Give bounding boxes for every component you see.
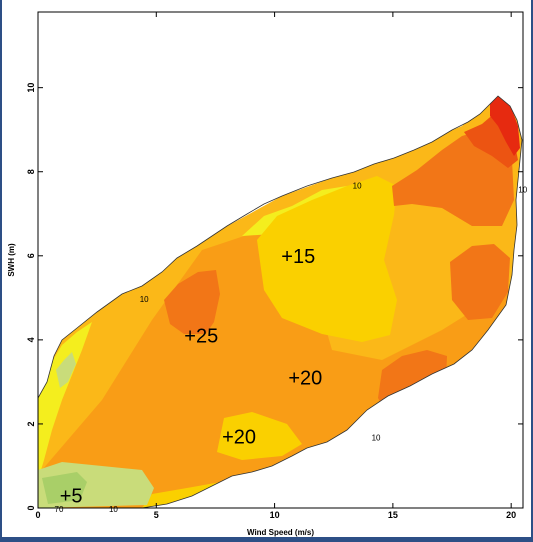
y-tick-label: 2 bbox=[26, 421, 36, 426]
heatmap-region-gold bbox=[217, 412, 302, 460]
heatmap-region-pale_green bbox=[56, 352, 76, 388]
x-tick-label: 20 bbox=[506, 510, 516, 520]
y-tick-label: 8 bbox=[26, 169, 36, 174]
contour-label: 70 bbox=[55, 505, 64, 514]
region-label: +20 bbox=[288, 368, 322, 390]
x-tick-label: 15 bbox=[388, 510, 398, 520]
region-label: +20 bbox=[222, 427, 256, 449]
y-tick-label: 10 bbox=[26, 83, 36, 93]
y-tick-label: 0 bbox=[26, 505, 36, 510]
heatmap-region-gold bbox=[257, 176, 397, 342]
x-tick-label: 0 bbox=[35, 510, 40, 520]
heatmap-region-dark_orange bbox=[392, 130, 514, 226]
x-tick-label: 10 bbox=[270, 510, 280, 520]
region-label: +25 bbox=[184, 326, 218, 348]
plot-border bbox=[37, 11, 524, 509]
x-axis-title: Wind Speed (m/s) bbox=[247, 528, 314, 537]
y-tick-label: 6 bbox=[26, 253, 36, 258]
contour-label: 10 bbox=[109, 505, 118, 514]
region-label: +15 bbox=[281, 246, 315, 268]
contour-line-10 bbox=[37, 95, 523, 509]
heatmap-region-green bbox=[42, 472, 87, 504]
x-tick-label: 5 bbox=[154, 510, 159, 520]
y-tick-label: 4 bbox=[26, 337, 36, 342]
region-label: +5 bbox=[60, 485, 83, 507]
heatmap-region-dark_orange bbox=[164, 270, 220, 334]
heatmap-region-dark_orange bbox=[450, 244, 510, 320]
contour-label: 10 bbox=[353, 182, 362, 191]
contour-label: 10 bbox=[372, 434, 381, 443]
heatmap-region-red bbox=[490, 96, 520, 156]
y-axis-title: SWH (m) bbox=[7, 243, 16, 277]
contour-label: 10 bbox=[140, 295, 149, 304]
contour-label: 10 bbox=[518, 186, 527, 195]
